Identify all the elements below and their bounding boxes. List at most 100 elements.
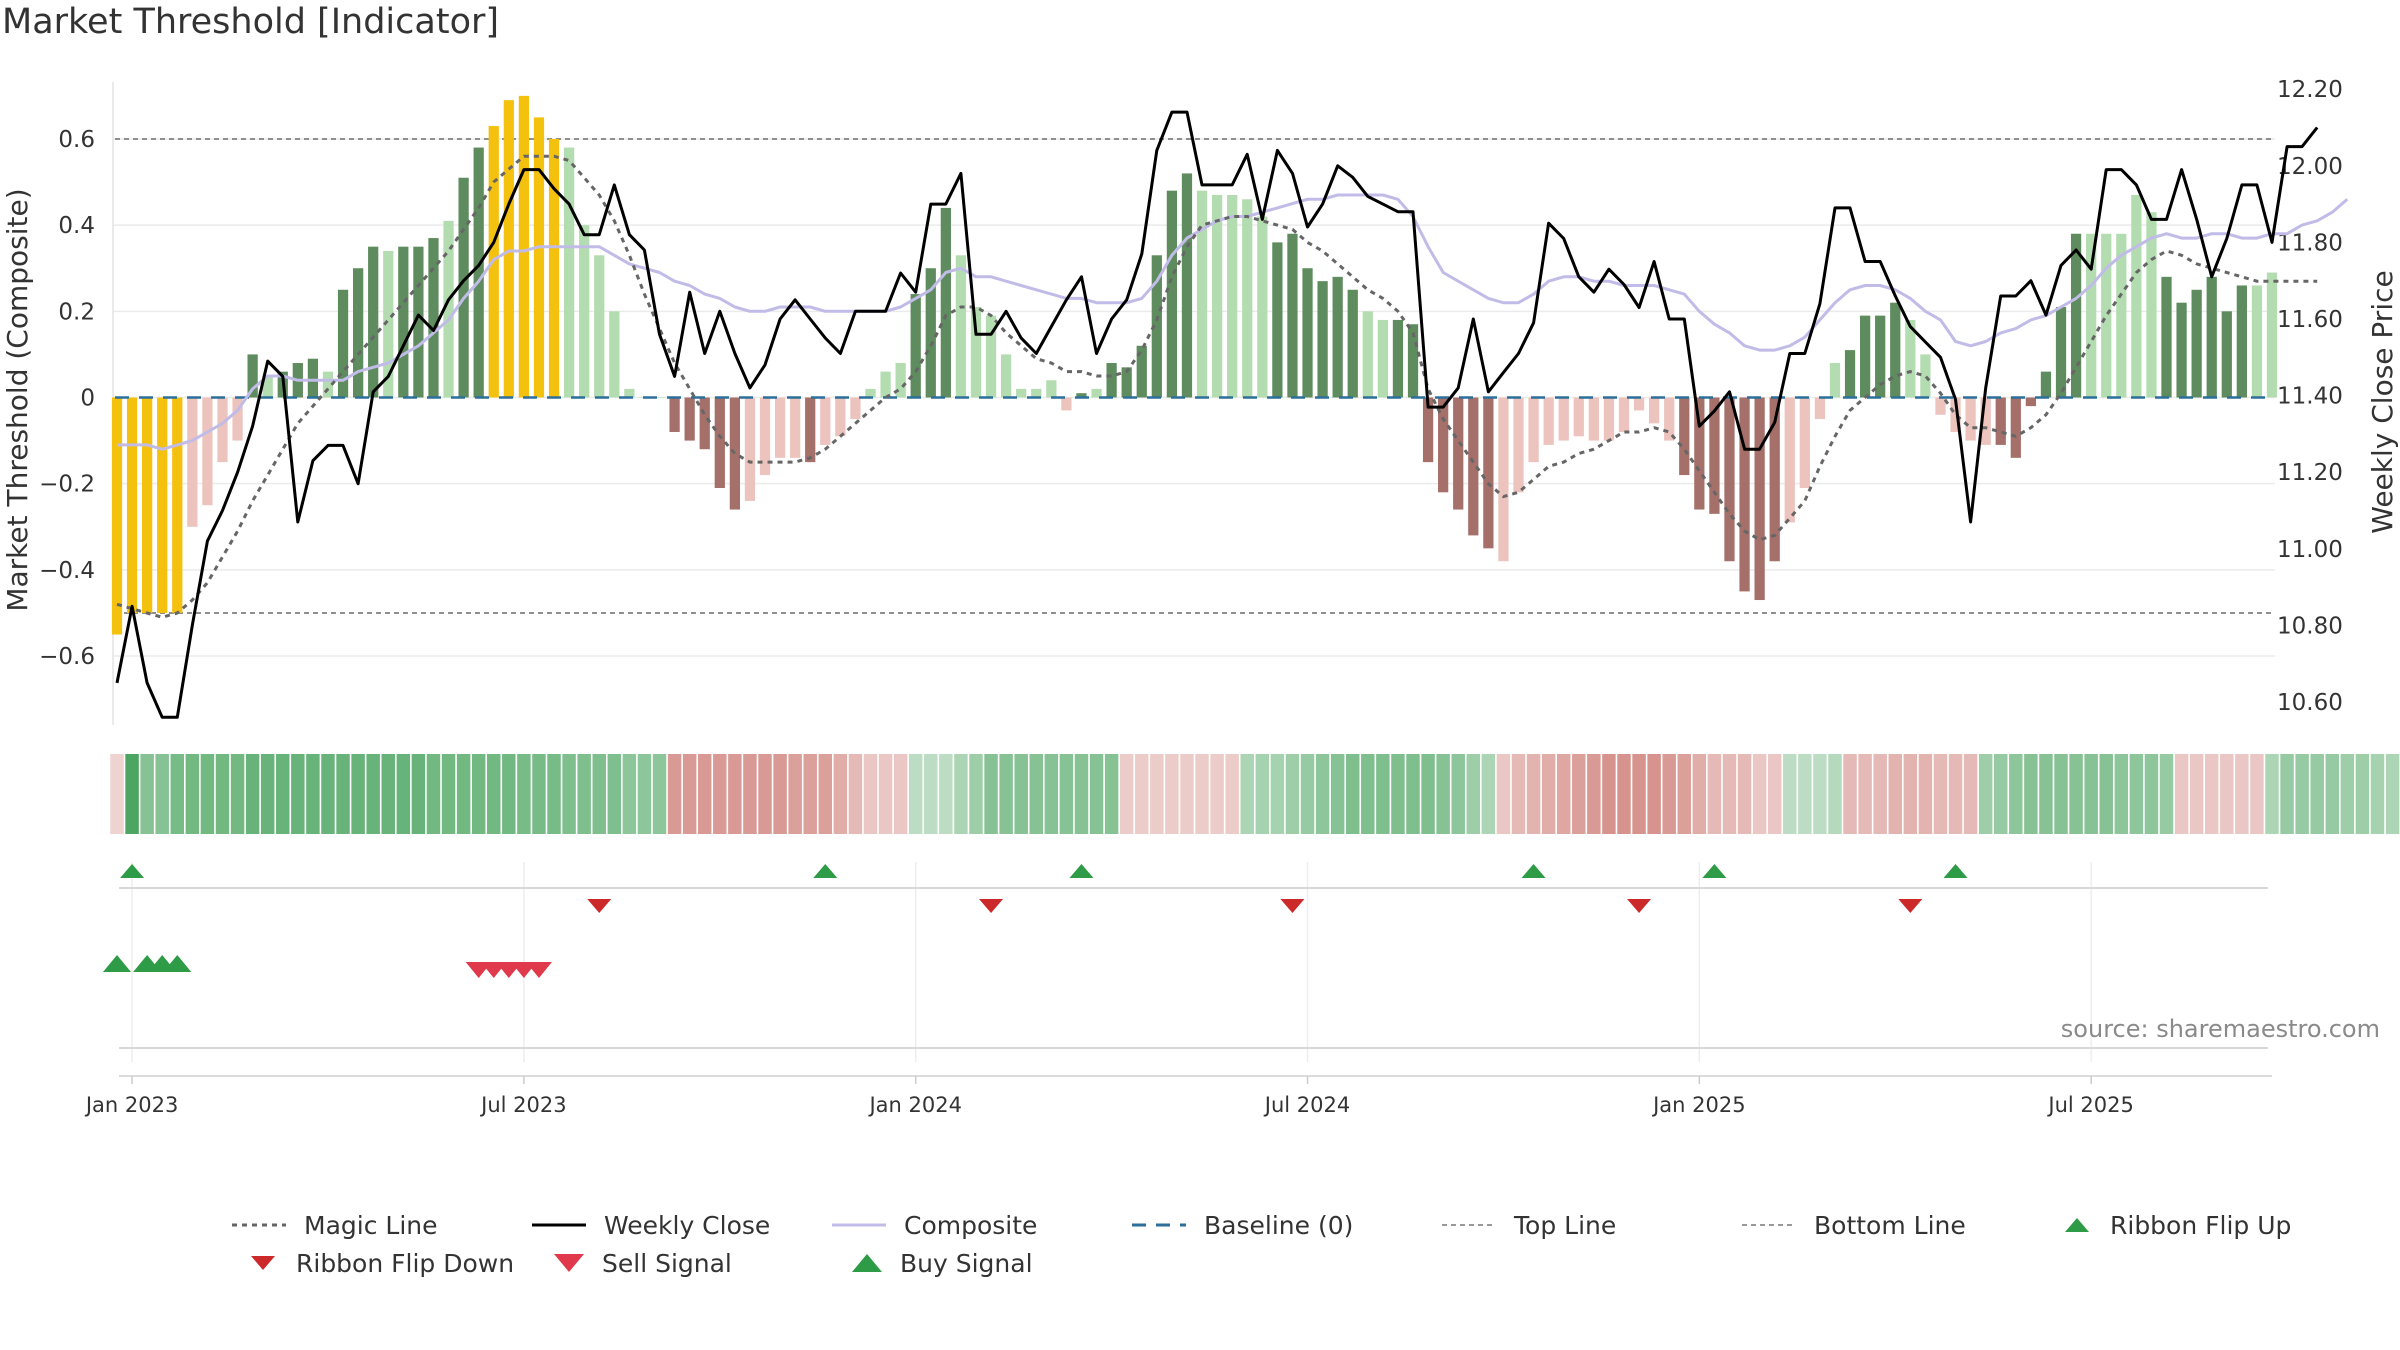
composite-bar — [2236, 285, 2247, 398]
ribbon-cell — [1994, 754, 2008, 834]
ribbon-cell — [2069, 754, 2083, 834]
composite-bar — [1438, 397, 1449, 493]
ribbon-cell — [1692, 754, 1707, 834]
ribbon-cell — [1481, 754, 1496, 834]
composite-bar — [955, 255, 967, 398]
composite-swatch — [832, 1223, 886, 1227]
ribbon-flip-up-marker — [1069, 864, 1094, 878]
ribbon-cell — [1873, 754, 1887, 834]
composite-bar — [187, 397, 198, 527]
composite-bar — [714, 397, 725, 488]
composite-bar — [1302, 268, 1313, 398]
composite-bar — [2251, 285, 2263, 398]
buy-signal-marker — [103, 955, 131, 972]
ribbon-cell — [1345, 754, 1360, 834]
composite-bar — [1814, 397, 1826, 420]
composite-bar — [172, 397, 183, 613]
ribbon-cell — [1165, 754, 1179, 834]
ribbon-flip-down-marker — [587, 899, 612, 913]
ribbon-cell — [939, 754, 953, 834]
composite-bar — [232, 397, 243, 441]
legend-item-baseline: Baseline (0) — [1130, 1208, 1353, 1242]
composite-bar — [1935, 397, 1946, 415]
ribbon-cell — [1029, 754, 1044, 834]
ribbon-cell — [1722, 754, 1737, 834]
composite-bar — [202, 397, 213, 506]
composite-bar — [744, 397, 756, 501]
composite-bar — [1046, 380, 1057, 398]
composite-bar — [624, 388, 635, 398]
ribbon-cell — [2355, 754, 2370, 834]
buy-signal-marker — [163, 955, 192, 972]
legend-label: Composite — [904, 1210, 1038, 1240]
composite-bar — [895, 363, 906, 398]
composite-bar — [1679, 397, 1690, 476]
ribbon-cell — [713, 754, 727, 834]
legend-item-weekly-close: Weekly Close — [530, 1208, 770, 1242]
ribbon-cell — [2144, 754, 2159, 834]
flip-up-triangle-icon — [2065, 1218, 2089, 1232]
composite-bar — [594, 255, 605, 398]
ribbon-cell — [622, 754, 637, 834]
source-credit: source: sharemaestro.com — [2060, 1015, 2380, 1043]
legend-label: Ribbon Flip Down — [296, 1248, 515, 1278]
ribbon-cell — [682, 754, 697, 834]
ribbon-cell — [2039, 754, 2053, 834]
composite-bar — [820, 397, 831, 445]
composite-bar — [1151, 255, 1162, 398]
composite-bar — [413, 246, 424, 398]
legend-item-magic-line: Magic Line — [230, 1208, 438, 1242]
ribbon-cell — [1602, 754, 1616, 834]
legend-item-ribbon-flip-up: Ribbon Flip Up — [2060, 1208, 2291, 1242]
legend-label: Weekly Close — [604, 1210, 771, 1240]
ribbon-cell — [1044, 754, 1059, 834]
ribbon-flip-up-marker — [1521, 864, 1546, 878]
ribbon-cell — [1963, 754, 1978, 834]
ribbon-cell — [336, 754, 350, 834]
ribbon-cell — [1677, 754, 1692, 834]
ribbon-cell — [652, 754, 667, 834]
ribbon-flip-up-marker — [1702, 864, 1727, 878]
composite-bar — [985, 315, 997, 398]
ribbon-cell — [1496, 754, 1511, 834]
ribbon-cell — [1511, 754, 1526, 834]
composite-bar — [1769, 397, 1780, 562]
top-line-swatch — [1442, 1224, 1496, 1226]
ribbon-cell — [999, 754, 1013, 834]
composite-bar — [1965, 397, 1976, 441]
composite-bar — [925, 268, 936, 398]
market-threshold-chart: 0.60.40.20−0.2−0.4−0.612.2012.0011.8011.… — [1, 77, 2400, 1117]
ribbon-cell — [1752, 754, 1767, 834]
composite-bar — [970, 307, 982, 398]
composite-bar — [368, 246, 379, 398]
composite-bar — [548, 138, 560, 398]
ribbon-cell — [1813, 754, 1827, 834]
ribbon-cell — [1466, 754, 1481, 834]
x-tick-label: Jan 2025 — [1651, 1093, 1746, 1117]
ribbon-cell — [848, 754, 863, 834]
ribbon-cell — [1255, 754, 1270, 834]
y-left-tick-label: 0.4 — [58, 213, 95, 239]
composite-bar — [262, 375, 273, 398]
composite-bar — [1422, 397, 1434, 463]
weekly-close-line — [115, 110, 2319, 719]
composite-bar — [2131, 194, 2142, 398]
legend-item-top-line: Top Line — [1440, 1208, 1616, 1242]
composite-bar — [1257, 216, 1268, 398]
ribbon-cell — [517, 754, 531, 834]
ribbon-cell — [1150, 754, 1164, 834]
composite-bar — [1136, 345, 1147, 398]
legend-item-composite: Composite — [830, 1208, 1037, 1242]
composite-bar — [1407, 324, 1419, 398]
ribbon-cell — [155, 754, 169, 834]
x-tick-label: Jul 2023 — [479, 1093, 566, 1117]
y-left-tick-label: −0.2 — [39, 472, 95, 498]
ribbon-flip-down-marker — [1280, 899, 1305, 913]
ribbon-cell — [833, 754, 848, 834]
composite-bar — [337, 289, 349, 398]
ribbon-cell — [230, 754, 245, 834]
ribbon-cell — [2295, 754, 2309, 834]
ribbon-cell — [2024, 754, 2038, 834]
composite-bar — [1166, 190, 1178, 398]
ribbon-cell — [577, 754, 591, 834]
